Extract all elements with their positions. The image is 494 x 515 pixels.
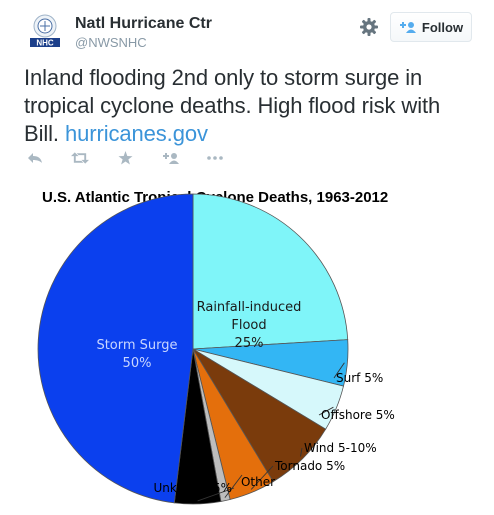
leader-line-surf (333, 362, 345, 379)
follow-label: Follow (421, 19, 464, 35)
leader-line-wind (300, 447, 303, 457)
leader-line-unknown (197, 487, 235, 502)
tweet-body: Inland flooding 2nd only to storm surge … (24, 65, 441, 146)
tweet-actions (26, 149, 251, 167)
leader-line-tornado (250, 465, 274, 490)
gear-icon[interactable] (358, 16, 380, 38)
slice-label-wind: Wind 5-10% (304, 441, 377, 455)
slice-label-flood: Rainfall-induced (197, 300, 302, 315)
pie-slice-flood (192, 193, 349, 350)
slice-label-flood: Flood (231, 318, 266, 333)
slice-label-unknown: Unknown 5% (153, 481, 232, 495)
more-icon[interactable] (206, 150, 224, 166)
slice-label-offshore: Offshore 5% (321, 408, 395, 422)
tweet-text: Inland flooding 2nd only to storm surge … (24, 64, 474, 148)
pie-slice-surge (37, 193, 194, 504)
leader-line-other (224, 474, 243, 498)
slice-label-tornado: Tornado 5% (274, 459, 345, 473)
follow-icon[interactable] (161, 150, 179, 166)
author-handle[interactable]: @NWSNHC (75, 35, 147, 50)
slice-label-surf: Surf 5% (336, 371, 383, 385)
avatar-label: NHC (36, 39, 54, 48)
slice-label-surge: Storm Surge (96, 338, 177, 353)
slice-label-surge: 50% (123, 356, 152, 371)
follow-button[interactable]: Follow (390, 12, 472, 42)
slice-label-other: Other (241, 475, 275, 489)
favorite-icon[interactable] (116, 150, 134, 166)
retweet-icon[interactable] (71, 150, 89, 166)
reply-icon[interactable] (26, 150, 44, 166)
leader-line-offshore (318, 406, 334, 416)
tweet-link[interactable]: hurricanes.gov (64, 121, 208, 146)
slice-label-flood: 25% (235, 336, 264, 351)
follow-icon (399, 21, 416, 33)
author-name[interactable]: Natl Hurricane Ctr (75, 15, 212, 32)
avatar[interactable]: NHC (27, 12, 63, 48)
